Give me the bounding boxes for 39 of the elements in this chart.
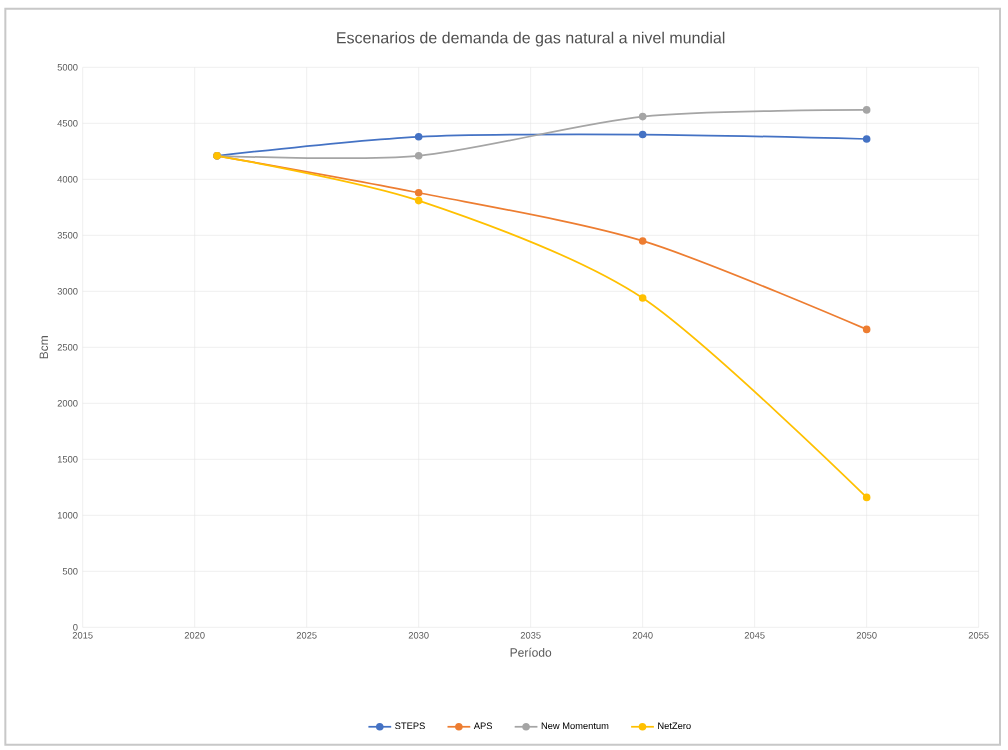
chart-title: Escenarios de demanda de gas natural a nivel mundial xyxy=(337,31,725,47)
y-axis-title: Bcm xyxy=(39,336,49,359)
legend-label: NetZero xyxy=(658,722,691,730)
y-tick-label: 3500 xyxy=(57,232,78,239)
point xyxy=(638,130,647,139)
y-tick-label: 2000 xyxy=(57,400,78,407)
point xyxy=(414,132,423,141)
y-tick-label: 4000 xyxy=(57,176,78,183)
point xyxy=(638,112,647,121)
y-tick-label: 500 xyxy=(62,568,78,575)
legend-label: New Momentum xyxy=(541,722,609,730)
x-tick-label: 2035 xyxy=(520,632,541,639)
y-tick-label: 0 xyxy=(73,624,78,631)
y-tick-label: 4500 xyxy=(57,120,78,127)
legend-label: STEPS xyxy=(395,722,425,730)
point xyxy=(414,188,423,197)
point xyxy=(638,294,647,302)
x-tick-label: 2020 xyxy=(184,632,205,639)
point xyxy=(414,196,423,205)
x-tick-label: 2015 xyxy=(72,632,93,639)
point xyxy=(862,493,871,502)
y-tick-label: 1500 xyxy=(57,456,78,463)
y-tick-label: 5000 xyxy=(57,64,78,71)
x-tick-label: 2045 xyxy=(744,632,765,639)
y-tick-label: 2500 xyxy=(57,344,78,351)
y-tick-label: 1000 xyxy=(57,512,78,519)
x-axis-title: Período xyxy=(510,647,552,657)
x-tick-label: 2030 xyxy=(408,632,429,639)
point xyxy=(862,135,871,143)
x-tick-label: 2055 xyxy=(968,632,989,639)
point xyxy=(862,106,871,114)
legend-label: APS xyxy=(473,722,493,730)
x-tick-label: 2040 xyxy=(632,632,653,639)
point xyxy=(862,325,871,334)
point xyxy=(414,152,423,160)
x-tick-label: 2050 xyxy=(856,632,877,639)
y-tick-label: 3000 xyxy=(57,288,78,295)
x-tick-label: 2025 xyxy=(296,632,317,639)
point xyxy=(638,237,647,245)
